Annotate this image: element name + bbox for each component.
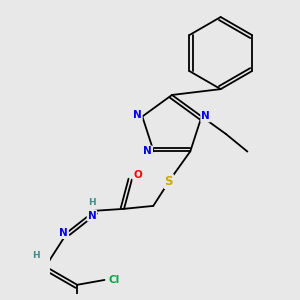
Text: N: N: [59, 228, 68, 238]
Text: S: S: [165, 175, 173, 188]
Text: N: N: [201, 112, 210, 122]
Text: O: O: [133, 170, 142, 180]
Text: Cl: Cl: [109, 275, 120, 285]
Text: N: N: [133, 110, 142, 120]
Text: N: N: [143, 146, 152, 156]
Text: N: N: [88, 211, 96, 220]
Text: H: H: [88, 199, 96, 208]
Text: H: H: [33, 251, 40, 260]
